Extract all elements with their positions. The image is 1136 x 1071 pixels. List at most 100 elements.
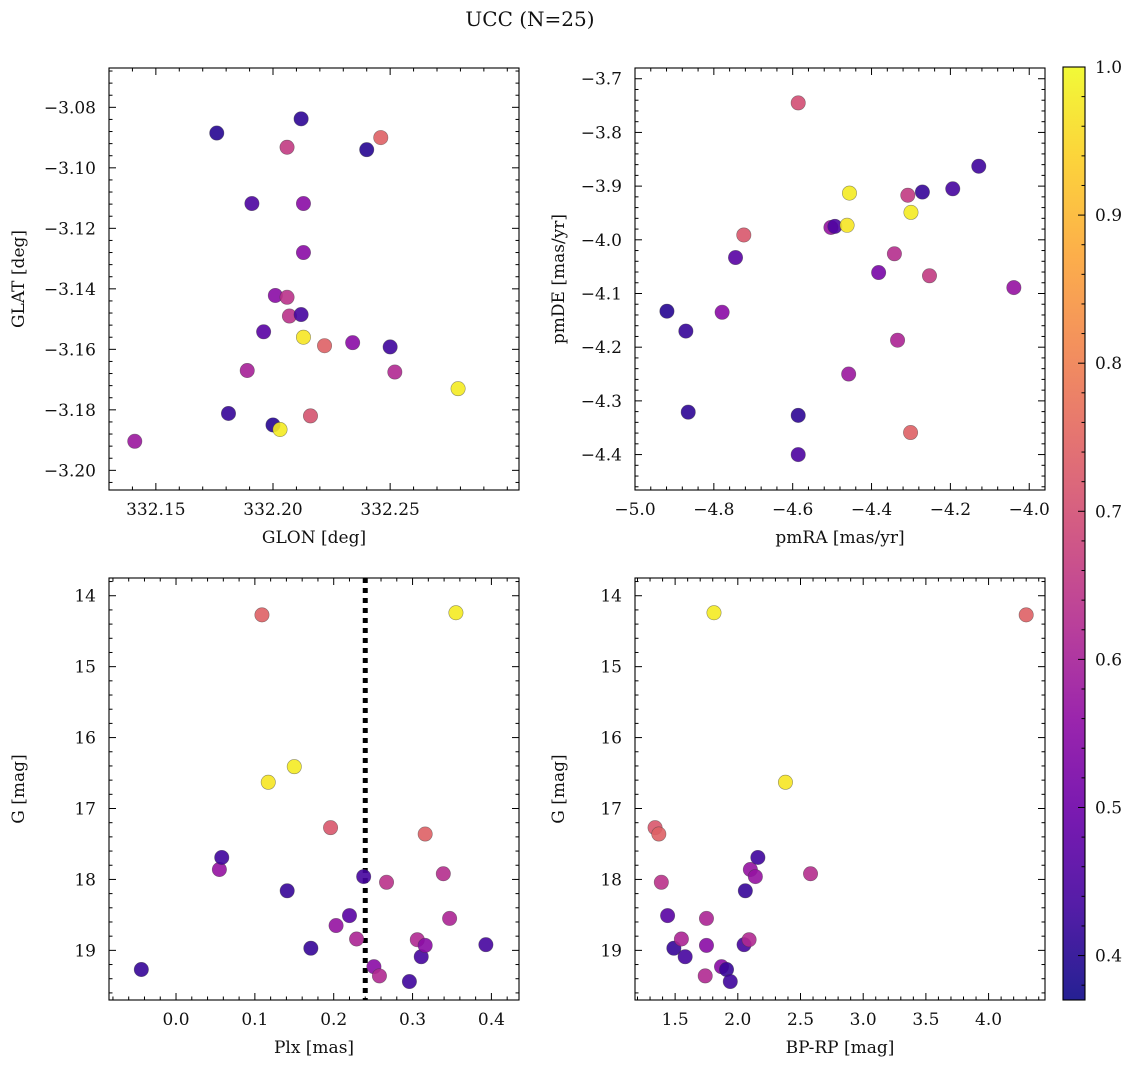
data-point (450, 381, 466, 397)
data-point (209, 125, 225, 141)
colorbar-bar (1062, 66, 1086, 1001)
data-point (890, 332, 906, 348)
panel-4: 1.5 2.0 2.5 3.0 3.5 4.0 14 15 16 17 18 19 BP-RP [mag… (549, 577, 1046, 1058)
x-axis-label: pmRA [mas/yr] (775, 528, 904, 548)
data-point (295, 329, 311, 345)
data-point (373, 130, 389, 146)
data-point (382, 339, 398, 355)
x-tick-label: −4.8 (693, 500, 734, 520)
data-point (417, 826, 433, 842)
y-tick-label: −3.7 (581, 70, 622, 90)
data-point (220, 405, 236, 421)
data-point (698, 937, 714, 953)
y-tick-label: −4.2 (581, 338, 622, 358)
data-point (900, 187, 916, 203)
x-tick-label: 0.0 (162, 1010, 189, 1030)
y-axis-label: G [mag] (9, 754, 29, 823)
x-tick-label: 3.5 (912, 1010, 939, 1030)
x-tick-label: 0.2 (320, 1010, 347, 1030)
data-point (660, 908, 676, 924)
colorbar-tick-label: 1.0 (1095, 58, 1122, 78)
y-tick-label: −3.14 (44, 280, 96, 300)
data-point (345, 335, 361, 351)
colorbar-tick-label: 0.6 (1095, 650, 1122, 670)
data-point (736, 227, 752, 243)
figure-title: UCC (N=25) (465, 7, 594, 31)
x-tick-label: −4.0 (1009, 500, 1050, 520)
x-axis-label: BP-RP [mag] (786, 1038, 895, 1058)
data-point (678, 323, 694, 339)
data-point (359, 142, 375, 158)
x-tick-label: −4.2 (930, 500, 971, 520)
data-point (417, 937, 433, 953)
data-point (673, 931, 689, 947)
colorbar-tick-label: 0.7 (1095, 502, 1122, 522)
data-point (295, 196, 311, 212)
data-point (790, 407, 806, 423)
data-point (279, 883, 295, 899)
y-tick-label: 14 (600, 587, 622, 607)
y-tick-label: −4.4 (581, 446, 622, 466)
data-point (279, 139, 295, 155)
x-tick-label: 332.25 (360, 500, 419, 520)
data-point (722, 974, 738, 990)
data-point (356, 869, 372, 885)
data-point (653, 874, 669, 890)
data-point (651, 826, 667, 842)
data-point (341, 908, 357, 924)
data-point (302, 408, 318, 424)
panel-1: 332.15 332.20 332.25 −3.08 −3.10 −3.12 −3.14 −3… (9, 67, 520, 548)
y-tick-label: −4.0 (581, 231, 622, 251)
data-point (886, 246, 902, 262)
x-axis-label: Plx [mas] (274, 1038, 354, 1058)
y-tick-label: −3.20 (44, 461, 96, 481)
y-tick-label: −3.18 (44, 401, 96, 421)
y-tick-label: 19 (600, 941, 622, 961)
data-point (239, 363, 255, 379)
data-point (127, 433, 143, 449)
data-point (323, 820, 339, 836)
data-point (260, 774, 276, 790)
data-point (841, 366, 857, 382)
x-axis-label: GLON [deg] (262, 528, 366, 548)
data-point (272, 421, 288, 437)
data-point (706, 605, 722, 621)
colorbar-tick-label: 0.9 (1095, 206, 1122, 226)
data-point (714, 304, 730, 320)
data-point (295, 245, 311, 261)
x-tick-label: 3.0 (850, 1010, 877, 1030)
data-point (839, 217, 855, 233)
data-point (317, 338, 333, 354)
data-point (921, 268, 937, 284)
data-point (448, 605, 464, 621)
plot-frame (108, 67, 520, 491)
panel-3: 0.0 0.1 0.2 0.3 0.4 14 15 16 17 18 19 Plx [mas] G [m… (9, 577, 520, 1058)
data-point (697, 968, 713, 984)
y-tick-label: −4.3 (581, 392, 622, 412)
data-point (945, 181, 961, 197)
data-point (303, 940, 319, 956)
data-point (737, 883, 753, 899)
data-point (659, 303, 675, 319)
data-point (871, 265, 887, 281)
data-point (401, 974, 417, 990)
data-point (750, 849, 766, 865)
data-point (903, 204, 919, 220)
data-point (293, 111, 309, 127)
panel-2: −5.0 −4.8 −4.6 −4.4 −4.2 −4.0 −3.7 −3.8 −3.9 −4.0… (549, 67, 1050, 548)
y-tick-label: −4.1 (581, 284, 622, 304)
x-tick-label: −4.6 (772, 500, 813, 520)
y-tick-label: 17 (600, 800, 622, 820)
data-point (328, 918, 344, 934)
data-point (214, 849, 230, 865)
x-tick-label: 0.4 (478, 1010, 505, 1030)
data-point (379, 874, 395, 890)
y-axis-label: G [mag] (549, 754, 569, 823)
data-point (254, 607, 270, 623)
y-tick-label: 16 (600, 729, 622, 749)
colorbar: 0.4 0.5 0.6 0.7 0.8 0.9 1.0 (1062, 58, 1122, 1001)
y-tick-label: −3.8 (581, 123, 622, 143)
data-point (741, 932, 757, 948)
x-tick-label: 0.1 (241, 1010, 268, 1030)
